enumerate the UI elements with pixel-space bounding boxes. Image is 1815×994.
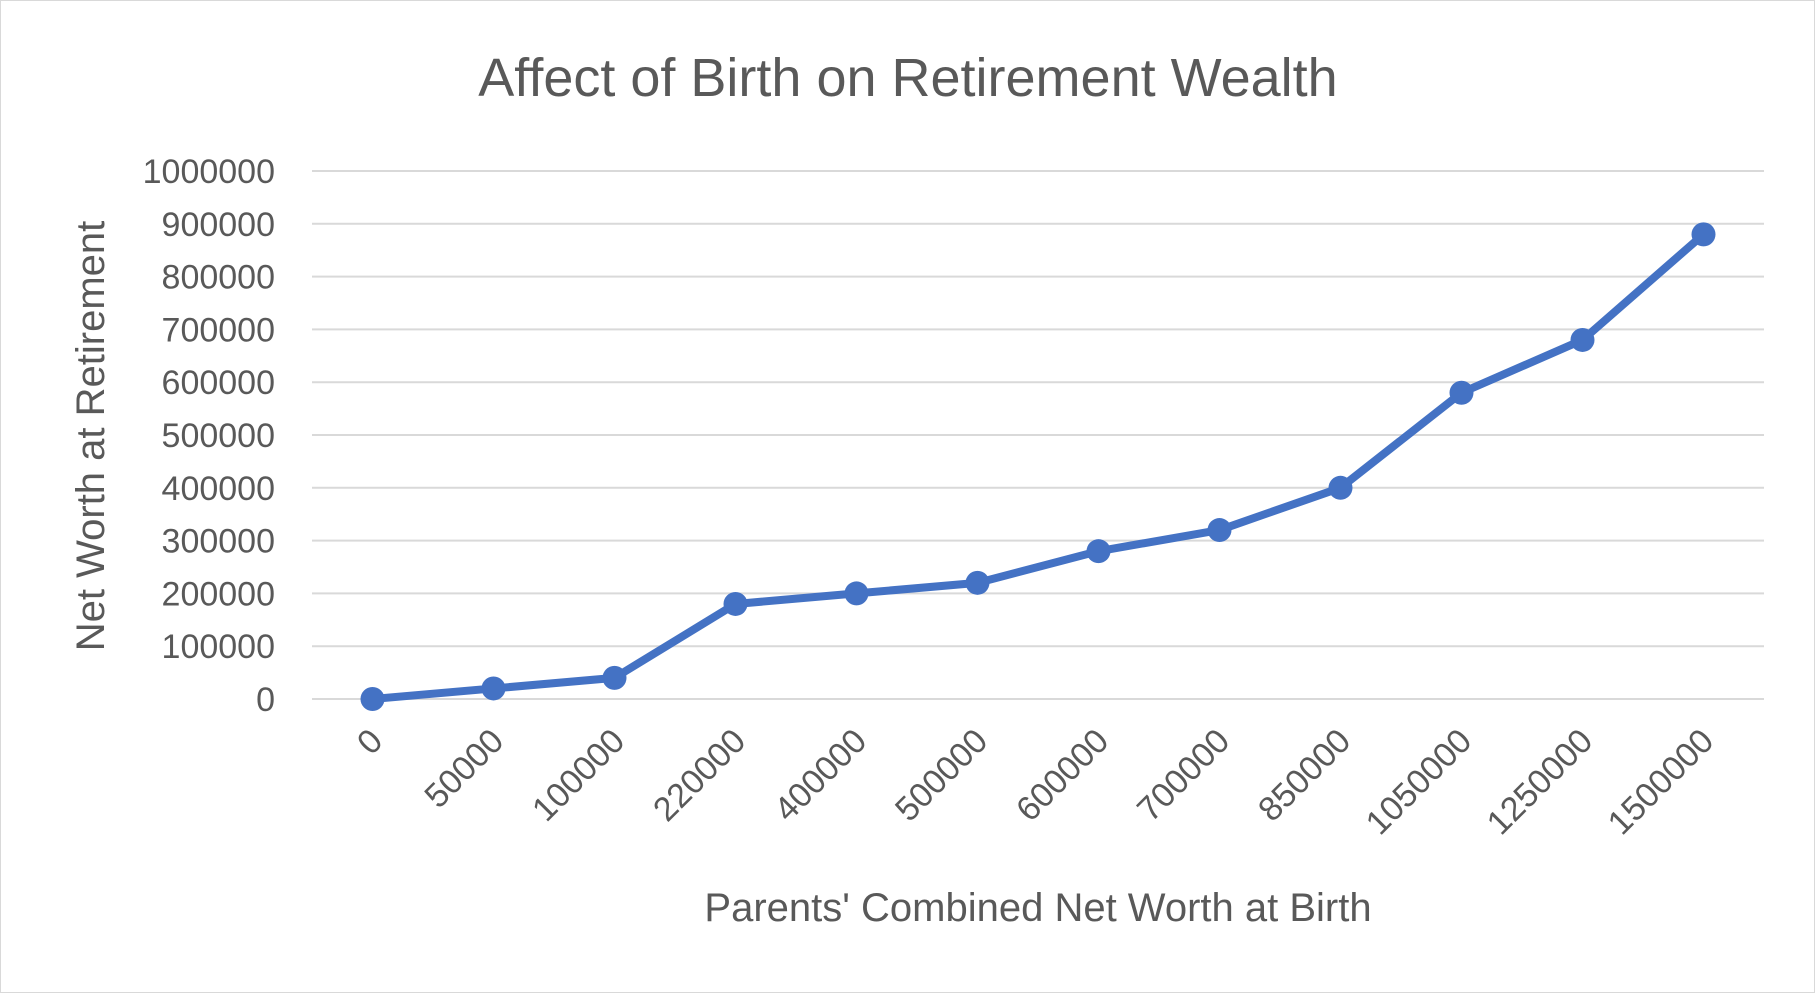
x-tick-label: 400000 bbox=[767, 722, 874, 829]
y-tick-label: 800000 bbox=[162, 259, 275, 297]
x-tick-label: 50000 bbox=[417, 722, 511, 816]
x-tick-label: 1250000 bbox=[1480, 722, 1600, 842]
y-tick-label: 0 bbox=[256, 681, 275, 719]
x-tick-label: 600000 bbox=[1009, 722, 1116, 829]
y-tick-label: 1000000 bbox=[143, 153, 275, 191]
y-tick-label: 200000 bbox=[162, 575, 275, 613]
data-point bbox=[844, 581, 869, 606]
data-point bbox=[1691, 222, 1716, 247]
y-tick-label: 400000 bbox=[162, 470, 275, 508]
chart-title: Affect of Birth on Retirement Wealth bbox=[478, 48, 1337, 108]
y-tick-label: 300000 bbox=[162, 523, 275, 561]
data-point bbox=[965, 570, 990, 595]
y-tick-label: 900000 bbox=[162, 206, 275, 244]
x-tick-label: 1050000 bbox=[1359, 722, 1479, 842]
y-axis-title: Net Worth at Retirement bbox=[69, 221, 113, 652]
data-point bbox=[1086, 539, 1111, 564]
x-tick-label: 0 bbox=[350, 722, 390, 762]
y-tick-label: 500000 bbox=[162, 417, 275, 455]
data-point bbox=[481, 676, 506, 701]
data-point bbox=[602, 665, 627, 690]
x-tick-label: 850000 bbox=[1251, 722, 1358, 829]
x-axis-tick-labels: 0 50000 100000 220000 400000 500000 600000 7000… bbox=[350, 722, 1721, 842]
y-tick-label: 100000 bbox=[162, 628, 275, 666]
y-axis-tick-labels: 0 100000 200000 300000 400000 500000 600000 700… bbox=[143, 153, 275, 719]
data-point bbox=[1328, 475, 1353, 500]
x-tick-label: 100000 bbox=[525, 722, 632, 829]
x-tick-label: 700000 bbox=[1130, 722, 1237, 829]
data-point bbox=[360, 687, 385, 711]
gridlines bbox=[312, 170, 1764, 700]
y-tick-label: 700000 bbox=[162, 311, 275, 349]
x-axis-title: Parents' Combined Net Worth at Birth bbox=[704, 886, 1371, 930]
data-point bbox=[1449, 380, 1474, 405]
data-point bbox=[1570, 327, 1595, 352]
x-tick-label: 500000 bbox=[888, 722, 995, 829]
y-tick-label: 600000 bbox=[162, 364, 275, 402]
x-tick-label: 220000 bbox=[646, 722, 753, 829]
x-tick-label: 1500000 bbox=[1601, 722, 1721, 842]
series bbox=[360, 222, 1716, 711]
data-point bbox=[723, 591, 748, 616]
data-point bbox=[1207, 518, 1232, 543]
series-line bbox=[368, 230, 1708, 703]
